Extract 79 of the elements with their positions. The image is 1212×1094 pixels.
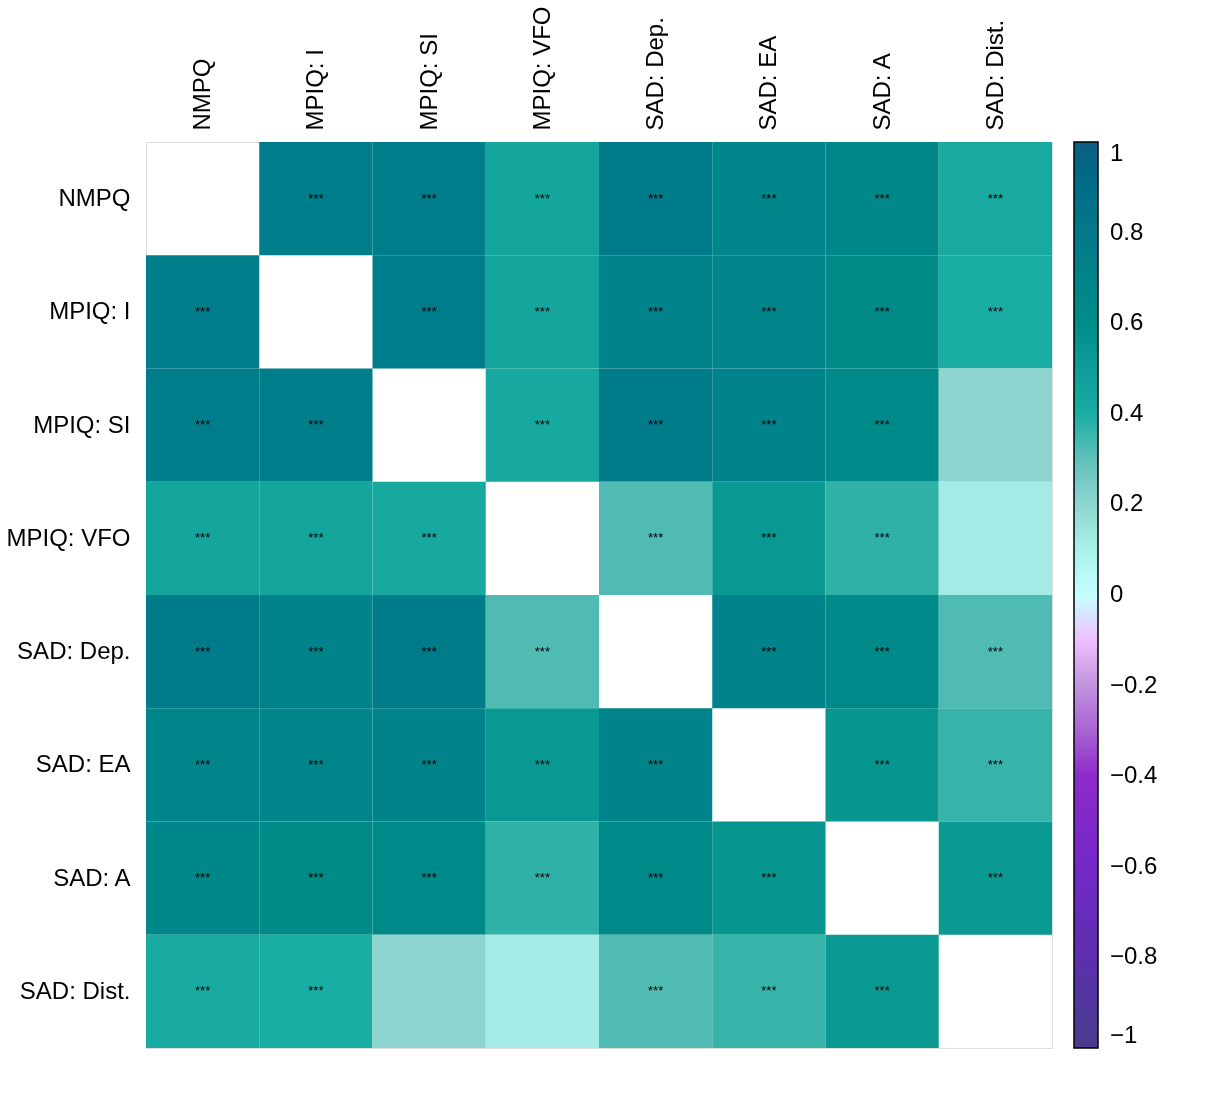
color-bar-label: −1 [1110,1021,1138,1048]
data-label: *** [534,756,550,772]
data-label: *** [421,190,437,206]
y-tick-label: MPIQ: I [49,297,131,325]
x-tick-label: SAD: EA [754,35,782,131]
x-tick-label: NMPQ [188,58,216,131]
data-label: *** [648,983,664,999]
data-label: *** [534,190,550,206]
data-label: *** [874,417,890,433]
data-label: *** [874,643,890,659]
y-tick-label: SAD: A [53,863,131,891]
data-label: *** [308,643,324,659]
data-label: *** [308,983,324,999]
x-tick-label: SAD: Dep. [641,17,669,131]
data-label: *** [534,870,550,886]
data-label: *** [195,756,211,772]
color-bar-label: 0.4 [1110,398,1144,426]
data-label: *** [195,417,211,433]
y-tick-label: SAD: Dist. [19,976,131,1004]
data-label: *** [648,303,664,319]
data-label: *** [761,983,777,999]
data-label: *** [648,756,664,772]
data-label: *** [761,870,777,886]
x-tick-label: MPIQ: SI [414,33,442,131]
data-label: *** [195,983,211,999]
color-bar-label: 0.6 [1110,308,1144,336]
data-label: *** [874,983,890,999]
data-label: *** [308,417,324,433]
x-tick-label: MPIQ: VFO [527,6,555,131]
data-label: *** [761,530,777,546]
data-label: *** [987,643,1003,659]
data-label: *** [874,303,890,319]
data-label: *** [648,870,664,886]
data-label: *** [987,303,1003,319]
data-label: *** [195,870,211,886]
color-bar-label: 0.2 [1110,489,1144,517]
data-label: *** [987,190,1003,206]
data-label: *** [534,417,550,433]
data-label: *** [421,530,437,546]
data-label: *** [195,643,211,659]
color-bar-label: 0.8 [1110,217,1144,245]
data-label: *** [648,530,664,546]
data-label: *** [534,303,550,319]
color-bar-label: 1 [1110,139,1124,166]
data-label: *** [874,530,890,546]
color-bar-label: −0.4 [1110,761,1158,789]
color-bar-label: −0.2 [1110,670,1158,698]
color-bar-label: 0 [1110,580,1124,607]
data-label: *** [421,870,437,886]
data-label: *** [421,756,437,772]
data-label: *** [987,756,1003,772]
color-bar-label: −0.6 [1110,851,1158,879]
data-label: *** [761,190,777,206]
data-label: *** [648,417,664,433]
data-label: *** [761,417,777,433]
data-label: *** [421,303,437,319]
data-label: *** [308,530,324,546]
x-tick-label: SAD: A [867,53,895,131]
data-label: *** [195,530,211,546]
x-tick-label: MPIQ: I [301,49,329,131]
data-label: *** [534,643,550,659]
y-tick-label: SAD: EA [35,750,131,778]
data-label: *** [761,643,777,659]
data-label: *** [195,303,211,319]
data-label: *** [874,190,890,206]
x-tick-label: SAD: Dist. [980,19,1008,131]
data-label: *** [874,756,890,772]
y-tick-label: NMPQ [58,184,131,212]
data-label: *** [308,190,324,206]
data-label: *** [308,870,324,886]
data-label: *** [761,303,777,319]
data-label: *** [308,756,324,772]
data-label: *** [421,643,437,659]
y-tick-label: SAD: Dep. [17,637,131,665]
data-label: *** [987,870,1003,886]
data-label: *** [648,190,664,206]
color-bar-label: −0.8 [1110,942,1158,970]
y-tick-label: MPIQ: SI [33,410,131,438]
y-tick-label: MPIQ: VFO [6,523,131,551]
